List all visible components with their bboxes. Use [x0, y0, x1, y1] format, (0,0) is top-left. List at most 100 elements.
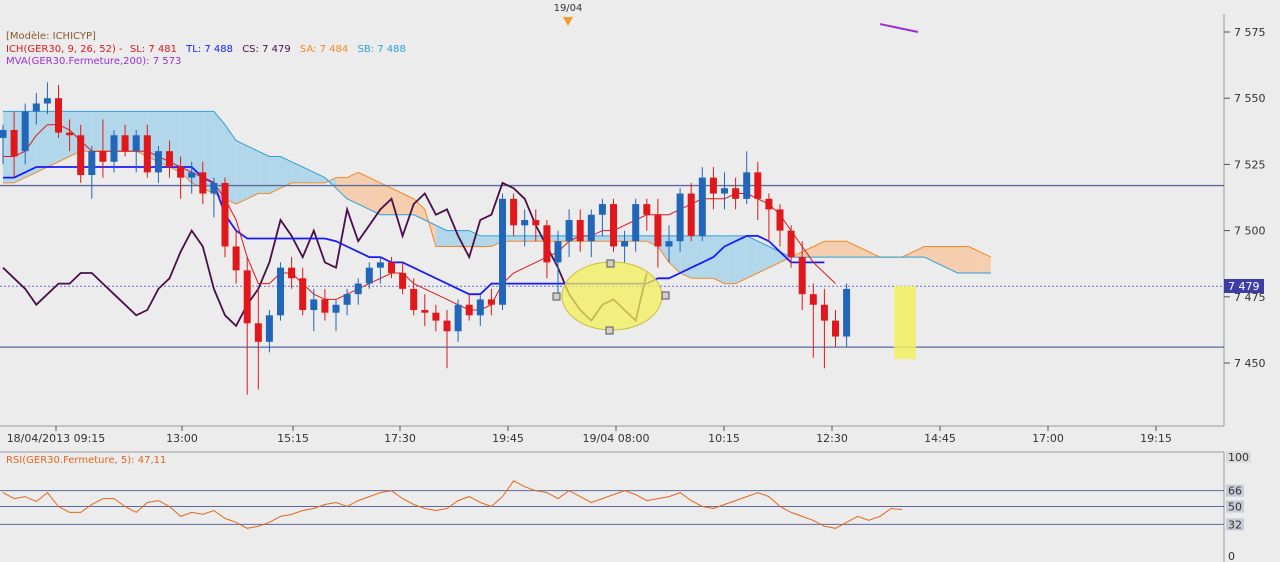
price-tick-label: 7 525 — [1234, 158, 1266, 171]
bearish-candle — [465, 304, 473, 316]
bearish-candle — [787, 230, 795, 258]
kumo-segment — [946, 246, 958, 273]
bearish-candle — [421, 310, 429, 313]
bullish-candle — [32, 103, 40, 112]
kumo-segment — [36, 111, 48, 173]
legend-ich-name: ICH(GER30, 9, 26, 52) - — [6, 44, 123, 55]
rsi-tick-bg — [1226, 484, 1244, 497]
bullish-candle — [587, 214, 595, 242]
bearish-candle — [610, 204, 617, 247]
legend-model: [Modèle: ICHICYP] — [6, 30, 96, 42]
bearish-candle — [399, 272, 407, 289]
rsi-tick-label: 0 — [1228, 550, 1235, 562]
bearish-candle — [820, 304, 828, 321]
kumo-segment — [3, 111, 15, 183]
bearish-candle — [254, 323, 262, 342]
rsi-legend: RSI(GER30.Fermeture, 5): 47,11 — [6, 455, 166, 466]
bearish-candle — [232, 246, 240, 271]
legend-sa: SA: 7 484 — [300, 44, 348, 55]
bearish-candle — [388, 262, 395, 273]
bearish-candle — [99, 151, 107, 162]
mva-line — [879, 23, 919, 33]
kumo-segment — [369, 177, 381, 215]
time-axis: 18/04/2013 09:15 13:00 15:15 17:30 19:45 19/0… — [7, 426, 1172, 445]
kumo-segment — [213, 111, 225, 199]
legend-cs: CS: 7 479 — [242, 44, 291, 55]
bullish-candle — [665, 241, 673, 247]
bullish-candle — [454, 304, 462, 332]
bearish-candle — [776, 209, 784, 231]
tenkan-sen-line — [3, 124, 836, 311]
bearish-candle — [487, 299, 495, 305]
bullish-candle — [676, 193, 684, 242]
legend-ich-line: ICH(GER30, 9, 26, 52) - SL: 7 481 TL: 7 … — [6, 44, 406, 55]
bearish-candle — [654, 214, 662, 247]
bullish-candle — [88, 151, 96, 175]
senkou-b-line — [3, 110, 991, 274]
bearish-candle — [321, 299, 329, 313]
time-tick-label: 10:15 — [708, 432, 740, 445]
bullish-candle — [598, 204, 606, 215]
top-marker-label: 19/04 — [554, 3, 583, 14]
bullish-candle — [21, 111, 29, 152]
bullish-candle — [499, 198, 506, 305]
kumo-segment — [347, 172, 359, 205]
bearish-candle — [143, 135, 151, 173]
bearish-candle — [166, 151, 173, 168]
bullish-candle — [476, 299, 484, 316]
bearish-candle — [432, 312, 440, 321]
bearish-candle — [177, 167, 185, 178]
legend-tl: TL: 7 488 — [185, 44, 233, 55]
rsi-tick-bg — [1226, 518, 1244, 531]
kumo-segment — [236, 140, 248, 205]
bullish-candle — [188, 172, 196, 178]
bearish-candle — [55, 98, 62, 133]
rsi-line — [2, 480, 903, 529]
price-tick-label: 7 575 — [1234, 26, 1266, 39]
bearish-candle — [832, 320, 839, 337]
kumo-segment — [269, 156, 281, 194]
price-axis: 7 450 7 475 7 500 7 525 7 550 7 575 — [1224, 26, 1266, 370]
time-tick-label: 13:00 — [166, 432, 198, 445]
bullish-candle — [354, 283, 362, 295]
rsi-tick-label: 100 — [1228, 451, 1249, 464]
bullish-candle — [132, 135, 140, 152]
bearish-candle — [809, 294, 817, 305]
kumo-segment — [935, 246, 947, 268]
time-tick-label: 19/04 08:00 — [583, 432, 650, 445]
time-tick-label: 17:30 — [384, 432, 416, 445]
bullish-candle — [110, 135, 118, 162]
kumo-segment — [824, 241, 836, 258]
ellipse-handle-bottom[interactable] — [605, 326, 614, 335]
bullish-candle — [376, 262, 384, 268]
kumo-segment — [746, 235, 758, 279]
bullish-candle — [277, 267, 284, 316]
bullish-candle — [265, 315, 273, 342]
kijun-sen-line — [3, 166, 825, 296]
bullish-candle — [621, 241, 629, 247]
kumo-segment — [524, 235, 536, 242]
rsi-tick-bg — [1226, 500, 1244, 513]
ellipse-handle-top[interactable] — [606, 259, 615, 268]
bearish-candle — [643, 204, 651, 215]
bearish-candle — [243, 270, 251, 324]
rsi-tick-bg — [1226, 451, 1251, 463]
highlight-ellipse[interactable] — [561, 261, 663, 331]
kumo-segment — [435, 225, 447, 247]
ellipse-handle-left[interactable] — [552, 292, 561, 301]
bearish-candle — [10, 129, 18, 157]
kumo-segment — [413, 198, 425, 221]
bearish-candle — [121, 135, 129, 152]
kumo-segment — [258, 151, 270, 194]
kumo-segment — [957, 246, 969, 273]
legend-mva: MVA(GER30.Fermeture,200): 7 573 — [6, 56, 181, 67]
bearish-candle — [709, 177, 717, 194]
bullish-candle — [721, 188, 728, 194]
time-tick-label: 14:45 — [924, 432, 956, 445]
ellipse-handle-right[interactable] — [661, 291, 670, 300]
top-marker-triangle[interactable] — [563, 17, 573, 26]
candlesticks — [0, 82, 851, 395]
kumo-segment — [713, 235, 725, 284]
highlight-box[interactable] — [894, 286, 916, 359]
